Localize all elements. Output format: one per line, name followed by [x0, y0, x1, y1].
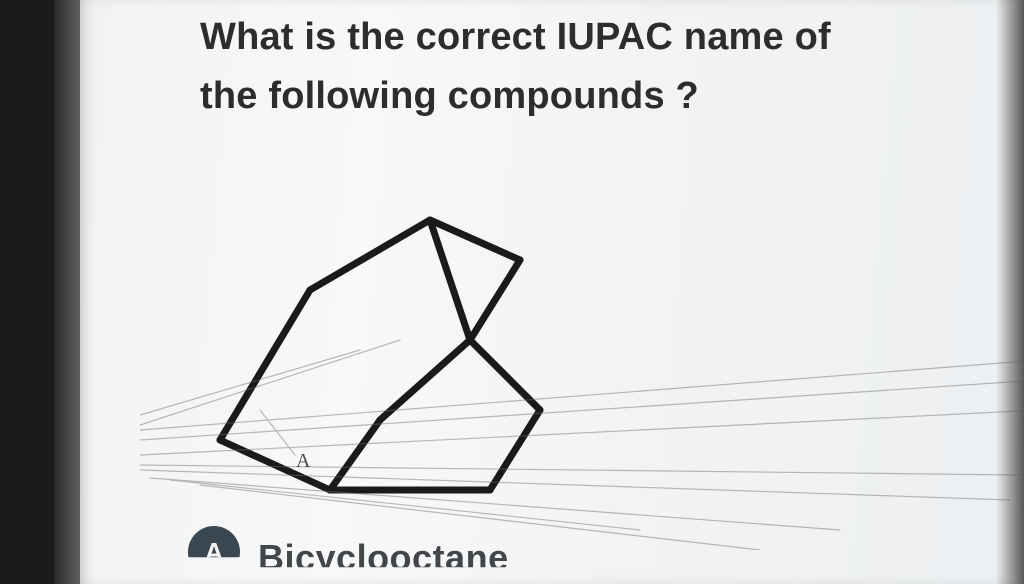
- bicyclo-skeletal-svg: [170, 190, 590, 520]
- answer-option-row[interactable]: A Bicyclooctane: [188, 526, 509, 578]
- device-bezel-left: [0, 0, 80, 584]
- answer-badge-letter: A: [205, 537, 224, 568]
- stray-letter: A: [296, 450, 310, 473]
- answer-text: Bicyclooctane: [258, 537, 509, 579]
- structure-diagram: [170, 190, 590, 520]
- question-line-1: What is the correct IUPAC name of: [200, 8, 960, 67]
- device-bezel-right: [996, 0, 1024, 584]
- answer-badge: A: [188, 526, 240, 578]
- question-text: What is the correct IUPAC name of the fo…: [200, 8, 960, 126]
- page-frame: What is the correct IUPAC name of the fo…: [80, 0, 1024, 584]
- question-line-2: the following compounds ?: [200, 67, 960, 126]
